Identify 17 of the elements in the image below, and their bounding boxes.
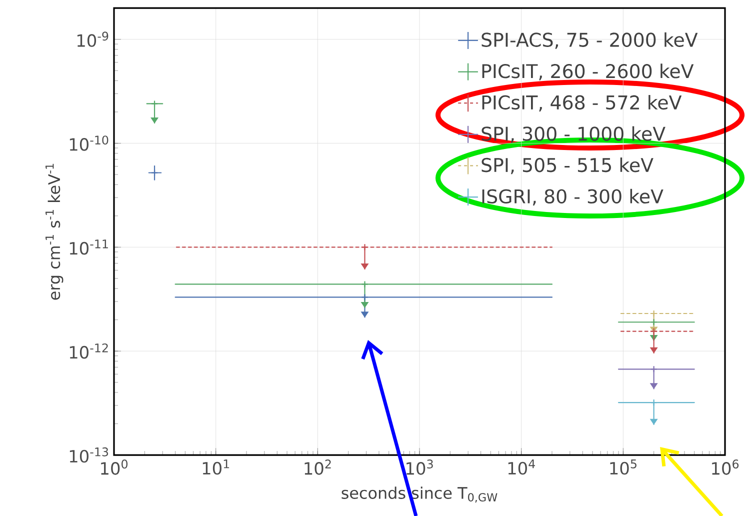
x-tick-label: 10$^{1}$ (202, 460, 230, 475)
y-tick-label: 10$^{-10}$ (70, 136, 108, 151)
x-axis-title: seconds since T$_{0,GW}$ (342, 486, 498, 503)
legend-label: PICsIT, 468 - 572 keV (482, 94, 682, 112)
y-tick-label: 10$^{-11}$ (70, 240, 108, 255)
x-tick-label: 10$^{3}$ (406, 460, 433, 475)
y-tick-label: 10$^{-12}$ (70, 343, 108, 359)
x-tick-label: 10$^{2}$ (304, 460, 331, 475)
legend-label: ISGRI, 80 - 300 keV (482, 188, 664, 206)
y-tick-label: 10$^{-9}$ (77, 32, 108, 47)
legend-label: SPI-ACS, 75 - 2000 keV (482, 32, 698, 49)
y-axis-title: erg cm$^{-1}$ s$^{-1}$ keV$^{-1}$ (46, 164, 64, 300)
legend-label: PICsIT, 260 - 2600 keV (482, 64, 694, 80)
x-tick-label: 10$^{4}$ (508, 460, 535, 475)
x-tick-label: 10$^{5}$ (610, 460, 636, 475)
legend-label: SPI, 505 - 515 keV (482, 158, 654, 174)
x-tick-label: 10$^{6}$ (712, 460, 739, 475)
